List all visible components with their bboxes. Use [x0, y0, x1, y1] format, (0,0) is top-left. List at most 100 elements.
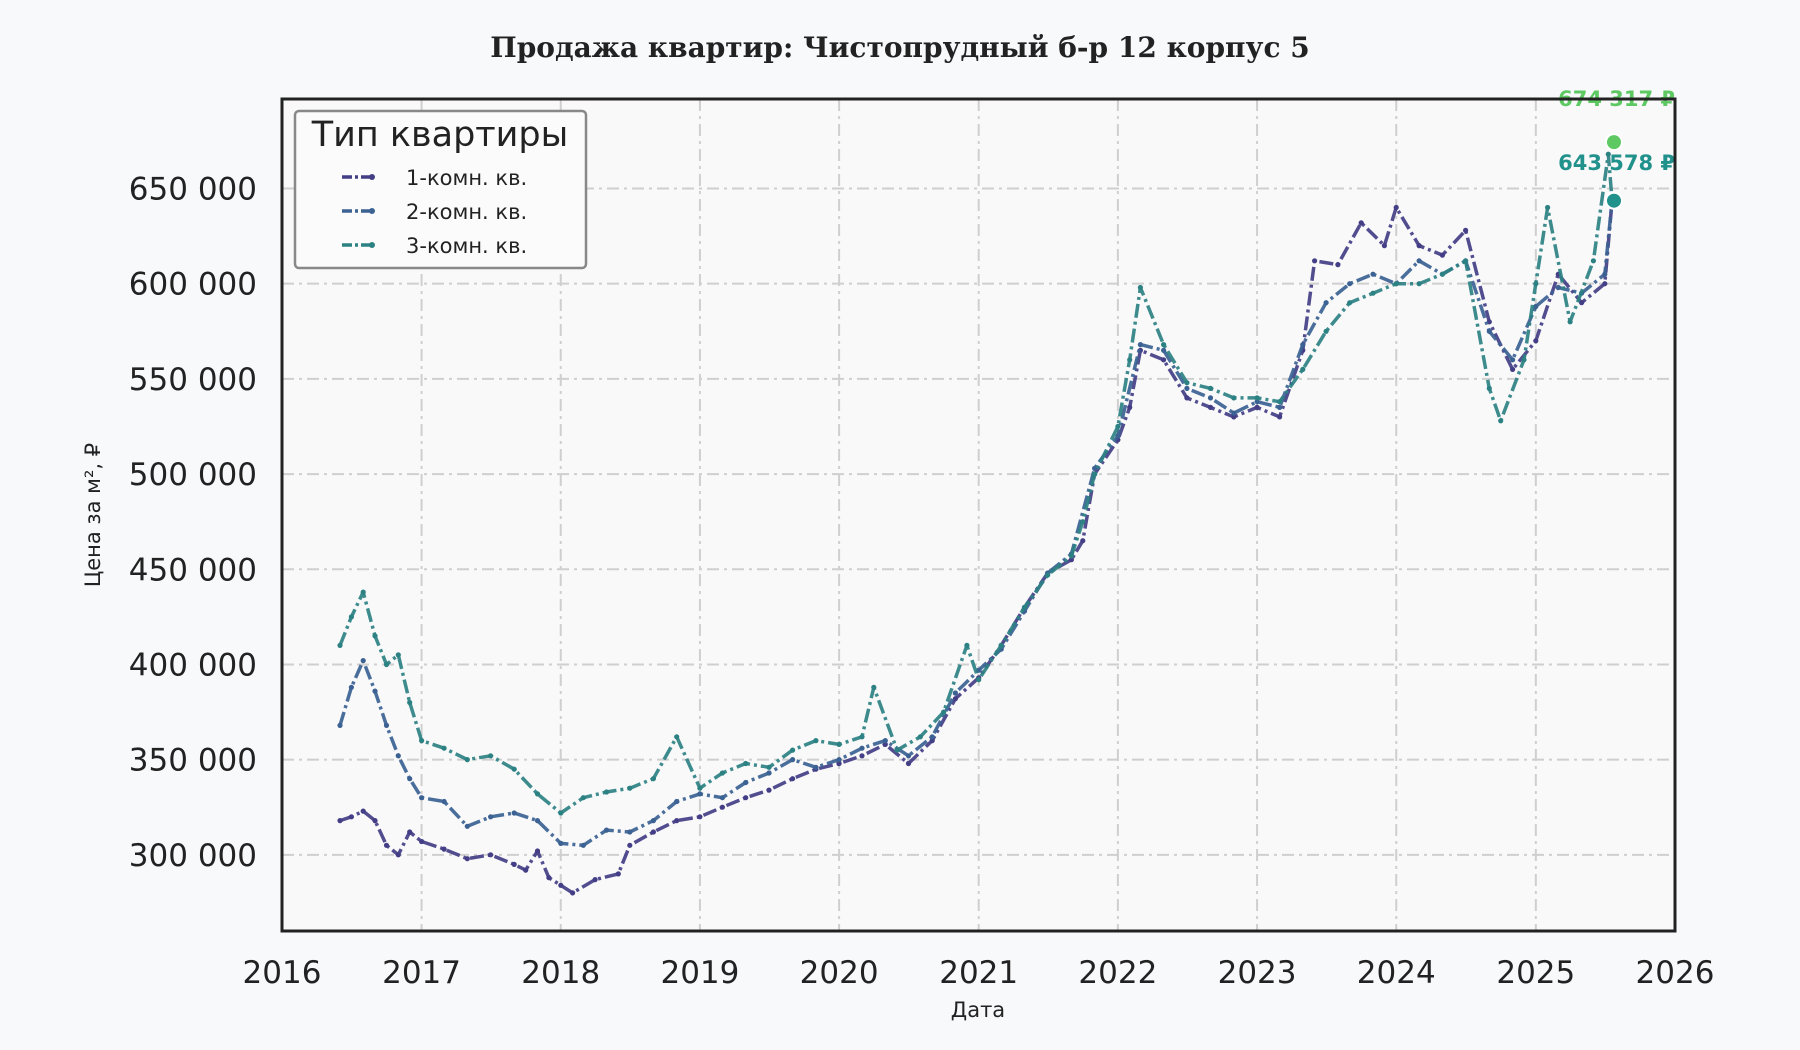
series-point: [1161, 357, 1167, 363]
series-point: [580, 795, 586, 801]
x-tick-label: 2017: [382, 955, 461, 991]
series-point: [1207, 404, 1214, 410]
series-point: [964, 642, 970, 649]
series-point: [1370, 290, 1376, 296]
series-point: [441, 798, 447, 805]
series-point: [1510, 357, 1516, 363]
series-point: [337, 722, 343, 729]
series-point: [766, 764, 772, 770]
series-point: [650, 818, 657, 824]
series-point: [534, 818, 541, 824]
series-point: [441, 745, 447, 751]
chart-title: Продажа квартир: Чистопрудный б-р 12 кор…: [490, 31, 1310, 64]
series-point: [697, 814, 703, 820]
x-tick-label: 2018: [521, 955, 600, 991]
series-point: [488, 852, 494, 858]
y-tick-label: 650 000: [129, 171, 257, 207]
series-point: [1231, 414, 1237, 420]
series-point: [1092, 465, 1098, 471]
series-point: [697, 785, 703, 791]
legend-title: Тип квартиры: [311, 115, 569, 155]
y-axis-ticks: 300 000 350 000 400 000 450 000 500 000 550 0…: [129, 171, 257, 873]
series-layer: [337, 151, 1615, 896]
plot-frame: [280, 97, 1677, 933]
series-point: [1254, 399, 1260, 405]
series-point: [419, 838, 425, 845]
series-point: [790, 747, 796, 753]
series-point: [1347, 300, 1353, 306]
series-point: [603, 827, 610, 833]
series-point: [1533, 303, 1539, 310]
series-point: [1184, 395, 1190, 401]
series-point: [1590, 258, 1596, 264]
legend-box: [293, 109, 588, 270]
series-point: [348, 684, 354, 690]
series-point: [592, 877, 598, 883]
series-point: [1137, 342, 1143, 348]
series-point: [1498, 418, 1504, 424]
x-tick-label: 2022: [1078, 955, 1157, 991]
series-point: [337, 642, 343, 649]
series-point: [1555, 284, 1561, 291]
series-point: [580, 842, 586, 848]
series-point: [464, 757, 470, 763]
series-point: [1521, 357, 1527, 363]
series-point: [383, 722, 390, 729]
series-point: [882, 738, 888, 744]
series-point: [534, 848, 541, 854]
series-point: [615, 871, 621, 877]
series-point: [790, 776, 796, 782]
series-point: [1277, 399, 1283, 405]
series-point: [871, 684, 877, 690]
series-point: [790, 757, 796, 763]
series-point: [407, 829, 413, 835]
series-point: [372, 633, 378, 639]
series-point: [1277, 404, 1283, 410]
series-point: [1127, 404, 1133, 410]
series-point: [558, 840, 564, 847]
series-point: [1207, 385, 1214, 391]
series-point: [1021, 604, 1028, 610]
series-point: [603, 789, 610, 795]
series-point: [523, 867, 529, 873]
series-point: [743, 760, 749, 767]
series-point: [534, 791, 541, 797]
legend-items: 1-комн. кв. 2-комн. кв. 3-комн. кв.: [342, 166, 527, 258]
series-point: [1080, 538, 1086, 544]
series-point: [488, 753, 494, 759]
series-point: [337, 818, 343, 824]
y-tick-label: 400 000: [129, 647, 257, 683]
series-point: [813, 738, 819, 744]
series-point: [1127, 357, 1133, 363]
series-point: [905, 753, 912, 759]
series-point: [1463, 227, 1469, 233]
series-point: [1300, 342, 1306, 348]
y-tick-label: 450 000: [129, 552, 257, 588]
series-point: [719, 804, 726, 810]
series-point: [407, 699, 413, 706]
y-tick-label: 600 000: [129, 267, 257, 303]
series-point: [395, 852, 401, 858]
series-point: [441, 846, 447, 852]
series-point: [836, 757, 842, 763]
series-point: [1045, 572, 1051, 578]
series-point: [1323, 300, 1329, 306]
series-point: [395, 652, 401, 658]
legend-label: 3-комн. кв.: [406, 234, 527, 258]
series-point: [348, 814, 354, 820]
legend-swatch-marker: [369, 242, 375, 248]
series-point: [1545, 204, 1551, 211]
series-point: [917, 734, 923, 740]
end-marker: [1604, 133, 1623, 152]
series-point: [488, 814, 494, 820]
series-point: [1486, 385, 1492, 391]
series-point: [976, 677, 982, 683]
x-tick-label: 2019: [660, 955, 739, 991]
series-point: [719, 795, 726, 801]
x-axis-label: Дата: [951, 998, 1005, 1022]
legend: Тип квартиры 1-комн. кв. 2-комн. кв. 3-ком…: [293, 109, 588, 270]
series-point: [1486, 328, 1492, 334]
series-point: [1207, 395, 1214, 401]
